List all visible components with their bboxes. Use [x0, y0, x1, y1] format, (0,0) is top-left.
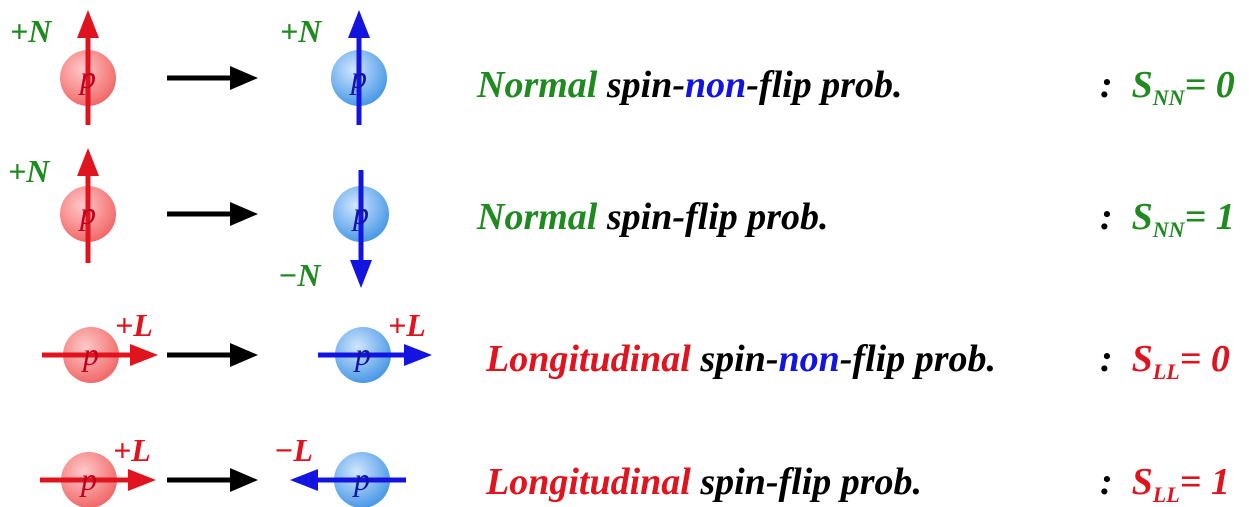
row-3-spin-value: : SLL= 0	[1100, 338, 1230, 384]
direction-word: Normal	[477, 196, 598, 238]
spin-arrow-head	[130, 344, 158, 366]
final-spin-label: +N	[280, 13, 323, 49]
highlight-word: non	[778, 338, 840, 380]
spin-arrow-head	[77, 148, 99, 176]
row-2-transition-arrow	[167, 202, 258, 226]
row-1-spin-value: : SNN= 0	[1100, 64, 1235, 110]
direction-word: Longitudinal	[486, 338, 691, 380]
row-1-description: Normal spin-non-flip prob.	[477, 64, 903, 106]
initial-spin-label: +L	[113, 432, 151, 468]
row-2-description: Normal spin-flip prob.	[477, 196, 829, 238]
proton-letter: p	[81, 336, 99, 372]
direction-word: Longitudinal	[486, 461, 691, 503]
spin-arrow-head	[348, 10, 370, 38]
row-1-final-proton: p +N	[280, 10, 387, 125]
row-2-spin-value: : SNN= 1	[1100, 196, 1235, 242]
spin-arrow-head	[290, 469, 318, 491]
row-4-initial-proton: p +L	[40, 432, 156, 507]
highlight-word: non	[685, 64, 747, 106]
row-3-transition-arrow	[167, 343, 258, 367]
final-spin-label: +L	[388, 307, 426, 343]
proton-letter: p	[79, 461, 97, 497]
spin-arrow-head	[77, 10, 99, 38]
initial-spin-label: +L	[115, 307, 153, 343]
proton-letter: p	[353, 336, 371, 372]
proton-letter: p	[78, 195, 96, 231]
row-4-description: Longitudinal spin-flip prob.	[486, 461, 923, 503]
row-1-transition-arrow	[167, 66, 258, 90]
row-3-final-proton: p +L	[318, 307, 432, 383]
spin-arrow-head	[128, 469, 156, 491]
row-2-initial-proton: p +N	[8, 148, 116, 263]
row-3-description: Longitudinal spin-non-flip prob.	[486, 338, 996, 380]
proton-letter: p	[349, 59, 367, 95]
proton-letter: p	[351, 195, 369, 231]
initial-spin-label: +N	[8, 153, 51, 189]
row-1-initial-proton: p +N	[10, 10, 116, 125]
proton-letter: p	[78, 59, 96, 95]
proton-letter: p	[352, 461, 370, 497]
spin-arrow-head	[404, 344, 432, 366]
final-spin-label: −N	[278, 257, 322, 293]
row-4-transition-arrow	[167, 468, 258, 492]
row-2-final-proton: p −N	[278, 170, 389, 293]
row-3-initial-proton: p +L	[42, 307, 158, 383]
final-spin-label: −L	[274, 432, 313, 468]
direction-word: Normal	[477, 64, 598, 106]
row-4-final-proton: p −L	[274, 432, 406, 507]
spin-arrow-head	[350, 260, 372, 288]
row-4-spin-value: : SLL= 1	[1100, 461, 1230, 507]
initial-spin-label: +N	[10, 13, 53, 49]
